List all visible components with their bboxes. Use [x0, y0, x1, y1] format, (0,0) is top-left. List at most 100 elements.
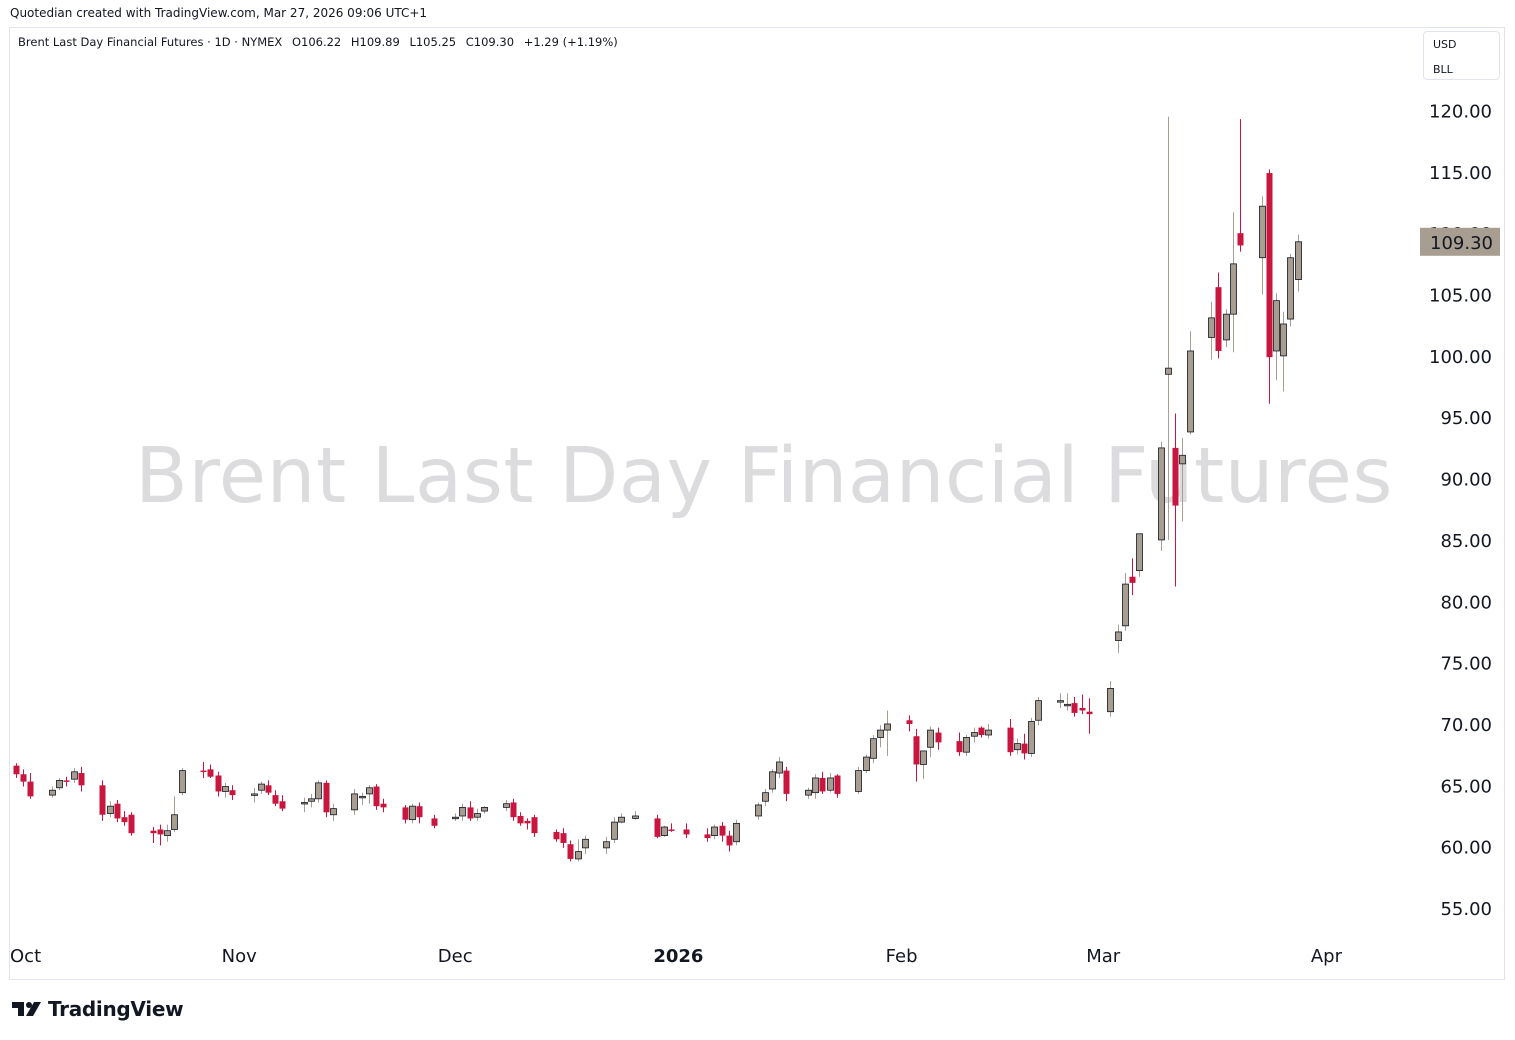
candle[interactable]	[1079, 694, 1086, 715]
candle[interactable]	[812, 774, 819, 799]
chart-pane[interactable]	[9, 27, 1505, 980]
candle[interactable]	[935, 727, 942, 750]
candle[interactable]	[603, 836, 610, 855]
candle[interactable]	[359, 792, 366, 805]
candle[interactable]	[560, 828, 567, 848]
candle[interactable]	[553, 829, 560, 842]
candle[interactable]	[611, 817, 618, 843]
candle[interactable]	[171, 796, 178, 832]
candle[interactable]	[251, 787, 258, 803]
candle[interactable]	[1107, 681, 1114, 717]
candle[interactable]	[510, 798, 517, 821]
candle[interactable]	[366, 785, 373, 804]
candle[interactable]	[517, 812, 524, 826]
candle[interactable]	[107, 801, 114, 818]
candle[interactable]	[128, 812, 135, 836]
candle[interactable]	[985, 723, 992, 739]
candle[interactable]	[863, 754, 870, 774]
candle[interactable]	[632, 811, 639, 820]
candle[interactable]	[755, 802, 762, 820]
candle[interactable]	[452, 813, 459, 821]
candle[interactable]	[380, 798, 387, 813]
candle[interactable]	[222, 782, 229, 798]
candle[interactable]	[870, 735, 877, 764]
candle[interactable]	[819, 771, 826, 794]
candle[interactable]	[63, 776, 70, 787]
candle[interactable]	[301, 797, 308, 813]
candle[interactable]	[956, 732, 963, 756]
candle[interactable]	[373, 784, 380, 810]
candle[interactable]	[1086, 698, 1093, 734]
candle[interactable]	[575, 839, 582, 862]
symbol-legend[interactable]: Brent Last Day Financial Futures · 1D · …	[18, 35, 624, 49]
candle[interactable]	[265, 780, 272, 796]
candle[interactable]	[323, 780, 330, 818]
candle[interactable]	[56, 777, 63, 791]
candle[interactable]	[704, 828, 711, 842]
candle[interactable]	[49, 786, 56, 798]
candle[interactable]	[179, 768, 186, 796]
candle[interactable]	[769, 769, 776, 793]
candle[interactable]	[1230, 212, 1237, 353]
candle[interactable]	[877, 725, 884, 748]
candle[interactable]	[402, 804, 409, 824]
legend-symbol[interactable]: Brent Last Day Financial Futures · 1D · …	[18, 35, 283, 49]
candle[interactable]	[827, 773, 834, 793]
candle[interactable]	[409, 803, 416, 824]
candle[interactable]	[1280, 311, 1287, 392]
candle[interactable]	[258, 781, 265, 794]
candle[interactable]	[279, 795, 286, 812]
candle[interactable]	[1071, 696, 1078, 717]
candle[interactable]	[215, 771, 222, 797]
candle[interactable]	[459, 803, 466, 821]
candle[interactable]	[1208, 301, 1215, 360]
candle[interactable]	[351, 788, 358, 815]
candle[interactable]	[711, 824, 718, 840]
candle[interactable]	[1136, 533, 1143, 577]
candle[interactable]	[963, 735, 970, 756]
candle[interactable]	[1165, 116, 1172, 540]
candle[interactable]	[531, 814, 538, 837]
candle[interactable]	[776, 757, 783, 778]
candle[interactable]	[668, 823, 675, 832]
candle[interactable]	[1187, 331, 1194, 435]
candle[interactable]	[503, 800, 510, 812]
candle[interactable]	[114, 800, 121, 823]
candle[interactable]	[272, 790, 279, 807]
candle[interactable]	[618, 813, 625, 824]
candle[interactable]	[978, 726, 985, 738]
candle[interactable]	[1223, 309, 1230, 348]
currency-unit-selector[interactable]: USD BLL	[1423, 31, 1500, 80]
candle[interactable]	[200, 761, 207, 778]
candle[interactable]	[783, 766, 790, 802]
candle[interactable]	[683, 823, 690, 839]
candle[interactable]	[913, 728, 920, 782]
candle[interactable]	[1014, 738, 1021, 755]
candle[interactable]	[762, 788, 769, 807]
candle[interactable]	[1237, 119, 1244, 252]
candle[interactable]	[1007, 719, 1014, 756]
candle[interactable]	[719, 822, 726, 842]
candle[interactable]	[1287, 254, 1294, 327]
candle[interactable]	[315, 780, 322, 803]
candle[interactable]	[1122, 573, 1129, 631]
candle[interactable]	[1064, 693, 1071, 711]
candle[interactable]	[927, 726, 934, 758]
candle[interactable]	[20, 769, 27, 787]
candle[interactable]	[431, 814, 438, 829]
candle[interactable]	[855, 766, 862, 794]
candle[interactable]	[726, 830, 733, 852]
candle[interactable]	[1266, 169, 1273, 404]
candle[interactable]	[884, 710, 891, 756]
candle[interactable]	[416, 802, 423, 824]
candle[interactable]	[150, 827, 157, 843]
candle[interactable]	[1215, 272, 1222, 359]
candle[interactable]	[661, 825, 668, 837]
candle[interactable]	[906, 715, 913, 732]
candle[interactable]	[1028, 717, 1035, 758]
candle[interactable]	[157, 824, 164, 846]
candle[interactable]	[1115, 624, 1122, 653]
candle[interactable]	[1158, 441, 1165, 551]
candle[interactable]	[582, 835, 589, 855]
